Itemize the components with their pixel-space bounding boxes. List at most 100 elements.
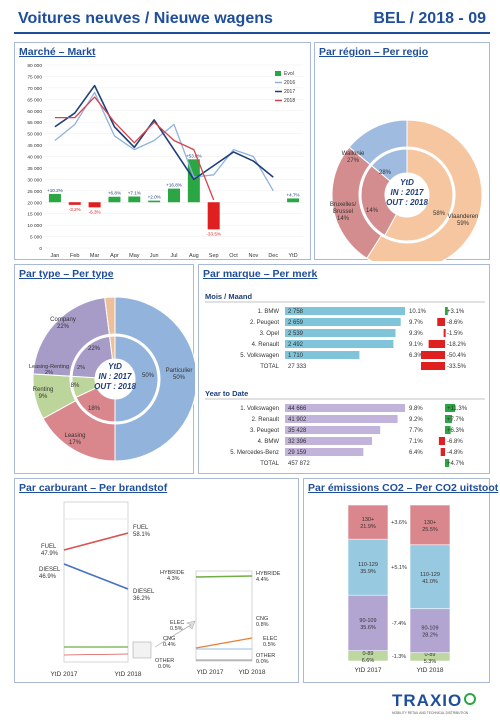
- type-inner-comp: 22%: [88, 346, 101, 352]
- month-bar: [285, 340, 394, 348]
- ytd-rank: 2. Renault: [252, 417, 280, 423]
- market-y-tick: 15 000: [27, 212, 42, 218]
- fuel-label-hyb-2018: HYBRIDE: [256, 571, 281, 577]
- month-share: 9.7%: [409, 320, 423, 326]
- ytd-evol: -6.8%: [447, 439, 463, 445]
- co2-seg-value: 28.2%: [422, 633, 438, 639]
- market-x-tick: Jan: [50, 253, 59, 259]
- market-x-tick: Sep: [209, 253, 219, 259]
- region-value-wa: 27%: [347, 158, 360, 164]
- month-rank: 5. Volkswagen: [240, 353, 279, 359]
- co2-seg-label: 0-89: [362, 651, 373, 657]
- market-y-tick: 0: [39, 246, 42, 252]
- ytd-evol-bar: [445, 415, 452, 423]
- market-evol-bar: [207, 202, 220, 230]
- fuel-panel: Par carburant – Per brandstof FUEL 47.9%…: [14, 478, 299, 683]
- market-y-tick: 5 000: [30, 235, 42, 241]
- ytd-evol: +11.3%: [447, 406, 468, 412]
- ytd-rank: 1. Volkswagen: [240, 406, 279, 412]
- fuel-line-cng: [195, 637, 253, 649]
- fuel-label-elec-2018: ELEC: [263, 636, 277, 642]
- report-period: BEL / 2018 - 09: [373, 10, 486, 27]
- market-evol-bar: [108, 196, 121, 203]
- month-total-evol-bar: [421, 362, 445, 370]
- region-inner-slice-1: [360, 164, 398, 236]
- fuel-value-oth-2017: 0.0%: [158, 664, 171, 670]
- co2-bar-110-129: [409, 544, 451, 610]
- month-bar: [285, 329, 396, 337]
- brand-title: Par marque – Per merk: [203, 268, 318, 280]
- market-x-tick: Nov: [248, 253, 258, 259]
- brand-month-title: Mois / Maand: [205, 292, 253, 301]
- market-legend-label: Evol: [284, 71, 294, 77]
- type-value-part: 50%: [173, 375, 186, 381]
- co2-evol: +5.1%: [391, 565, 407, 571]
- fuel-title: Par carburant – Per brandstof: [19, 482, 168, 494]
- region-center-ytd: YtD: [400, 178, 414, 187]
- market-y-tick: 20 000: [27, 200, 42, 206]
- co2-seg-value: 21.9%: [360, 524, 376, 530]
- type-inner-part: 50%: [142, 373, 155, 379]
- co2-x-2018: YtD 2018: [416, 667, 443, 674]
- market-evol-bar: [168, 188, 180, 203]
- fuel-line-small-big: [63, 653, 129, 656]
- market-evol-label: +6.8%: [108, 191, 121, 196]
- region-value-br: 14%: [337, 216, 350, 222]
- ytd-evol-bar: [438, 437, 445, 445]
- fuel-value-diesel-2017: 46.9%: [39, 574, 57, 580]
- region-label-vl: Vlaanderen: [448, 214, 479, 220]
- type-inner-rent: 8%: [71, 383, 80, 389]
- co2-chart: 0-896.6%90-10935.6%110-12935.9%130+21.9%…: [347, 504, 451, 674]
- region-inner-slice-2: [370, 148, 408, 182]
- fuel-value-fuel-2017: 47.9%: [41, 551, 59, 557]
- ytd-value: 29 159: [288, 450, 307, 456]
- month-total: 27 333: [288, 364, 307, 370]
- fuel-label-fuel-2018: FUEL: [133, 525, 149, 531]
- region-inner-slice-0: [384, 148, 454, 242]
- market-evol-bar: [148, 200, 161, 203]
- month-value: 1 710: [288, 353, 304, 359]
- fuel-label-cng-2017: CNG: [163, 636, 175, 642]
- co2-seg-label: 110-129: [358, 562, 378, 568]
- type-title: Par type – Per type: [19, 268, 114, 280]
- month-evol: -1.5%: [447, 331, 463, 337]
- brand-tables: Mois / Maand Year to Date 1. BMW 2 758 10.…: [205, 292, 485, 467]
- ytd-rank: 3. Peugeot: [250, 428, 279, 434]
- type-outer-slice-0: [114, 296, 195, 462]
- month-bar: [285, 351, 360, 359]
- market-evol-label: -6.3%: [89, 209, 101, 214]
- co2-seg-value: 41.0%: [422, 579, 438, 585]
- market-evol-label: +7.1%: [128, 190, 141, 195]
- market-evol-label: +53.0%: [186, 153, 202, 158]
- ytd-total: 457 872: [288, 461, 310, 467]
- type-value-leas: 17%: [69, 440, 82, 446]
- co2-seg-value: 25.5%: [422, 527, 438, 533]
- fuel-label-diesel-2017: DIESEL: [39, 567, 61, 573]
- month-evol: -18.2%: [447, 342, 467, 348]
- fuel-value-elec-2017: 0.5%: [170, 626, 183, 632]
- co2-title: Par émissions CO2 – Per CO2 uitstoot: [308, 482, 499, 494]
- region-label-br1: Bruxelles/: [330, 202, 357, 208]
- market-y-tick: 45 000: [27, 143, 42, 149]
- fuel-value-cng-2018: 0.8%: [256, 622, 269, 628]
- ytd-bar: [285, 426, 381, 434]
- month-bar: [285, 318, 401, 326]
- market-evol-bar: [287, 198, 300, 203]
- ytd-evol: -4.8%: [447, 450, 463, 456]
- fuel-value-fuel-2018: 58.1%: [133, 532, 151, 538]
- month-share: 10.1%: [409, 309, 427, 315]
- ytd-rank: 5. Mercedes-Benz: [230, 450, 279, 456]
- type-center-out: OUT : 2018: [94, 382, 136, 391]
- market-evol-label: -33.5%: [206, 231, 221, 236]
- market-evol-label: +2.0%: [148, 195, 161, 200]
- market-y-tick: 40 000: [27, 155, 42, 161]
- region-outer-slice-2: [348, 119, 408, 166]
- type-value-comp: 22%: [57, 324, 70, 330]
- fuel-value-oth-2018: 0.0%: [256, 659, 269, 665]
- fuel-value-hyb-2018: 4.4%: [256, 577, 269, 583]
- co2-seg-label: 110-129: [420, 572, 440, 578]
- market-title: Marché – Markt: [19, 46, 96, 58]
- co2-seg-label: 0-89: [424, 652, 435, 658]
- market-y-tick: 75 000: [27, 74, 42, 80]
- market-y-tick: 60 000: [27, 109, 42, 115]
